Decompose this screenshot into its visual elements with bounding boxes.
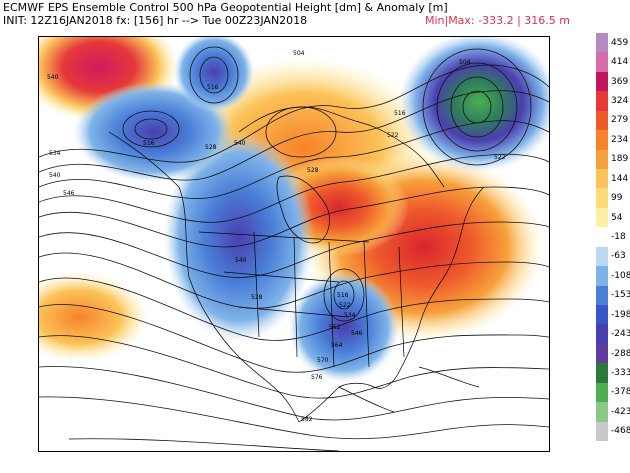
colorbar-tick-label: -243 <box>611 329 630 340</box>
colorbar-segment <box>596 207 608 228</box>
colorbar-tick-label: 189 <box>611 154 629 165</box>
colorbar-tick-label: -108 <box>611 270 630 281</box>
colorbar-tick-label: -333 <box>611 368 630 378</box>
colorbar-tick-label: -423 <box>611 406 630 417</box>
colorbar-segment <box>596 169 608 189</box>
colorbar-segment <box>596 110 608 131</box>
contour-label: 540 <box>49 172 61 179</box>
contour-label: 528 <box>251 294 263 301</box>
colorbar-segment <box>596 71 608 92</box>
colorbar-segment <box>596 227 608 248</box>
contour-label: 516 <box>207 84 219 91</box>
anomaly-colorbar <box>596 33 608 442</box>
contour-label: 540 <box>234 140 246 147</box>
map-title: ECMWF EPS Ensemble Control 500 hPa Geopo… <box>3 1 448 14</box>
contour-label: 540 <box>47 74 59 81</box>
colorbar-segment <box>596 343 608 364</box>
contour-label: 570 <box>317 357 329 364</box>
contour-label: 564 <box>331 342 343 349</box>
contour-label: 540 <box>235 257 247 264</box>
map-canvas: 540 516 504 516 528 540 534 540 546 528 … <box>39 37 549 451</box>
low-greenland <box>399 37 549 172</box>
colorbar-segment <box>596 52 608 73</box>
colorbar-segment <box>596 188 608 209</box>
colorbar-segment <box>596 324 608 345</box>
colorbar-segment <box>596 149 608 170</box>
colorbar-tick-label: -378 <box>611 387 630 398</box>
contour-label: 552 <box>329 324 341 331</box>
colorbar-segment <box>596 91 608 112</box>
colorbar-segment <box>596 266 608 287</box>
contour-label: 522 <box>387 132 399 139</box>
contour-label: 516 <box>394 110 406 117</box>
colorbar-segment <box>596 402 608 423</box>
contour-label: 534 <box>344 312 356 319</box>
trough-anomaly-west <box>164 132 314 342</box>
colorbar-segment <box>596 382 608 403</box>
contour-label: 522 <box>494 154 506 161</box>
colorbar-segment <box>596 285 608 306</box>
low-northeast-pacific <box>74 82 234 182</box>
colorbar-tick-label: 279 <box>611 115 629 126</box>
contour-label: 528 <box>307 167 319 174</box>
contour-label: 528 <box>205 144 217 151</box>
colorbar-segment <box>596 305 608 325</box>
contour-label: 516 <box>337 292 349 299</box>
contour-label: 546 <box>63 190 75 197</box>
colorbar-tick-label: -288 <box>611 348 630 359</box>
contour-label: 534 <box>49 150 61 157</box>
contour-label: 546 <box>351 330 363 337</box>
colorbar-segment <box>596 130 608 151</box>
contour-label: 582 <box>301 416 313 423</box>
colorbar-tick-label: 459 <box>611 37 629 48</box>
low-gulf <box>289 272 399 382</box>
colorbar-segment <box>596 363 608 384</box>
coastlines <box>108 106 485 423</box>
init-time-label: INIT: 12Z16JAN2018 fx: [156] hr --> Tue … <box>3 14 308 27</box>
colorbar-tick-label: -63 <box>611 251 626 262</box>
colorbar-segment <box>596 421 608 442</box>
anomaly-map: 540 516 504 516 528 540 534 540 546 528 … <box>38 36 550 452</box>
colorbar-tick-label: -153 <box>611 290 630 301</box>
colorbar-tick-label: -468 <box>611 426 630 437</box>
contour-label: 504 <box>459 59 471 66</box>
contour-label: 516 <box>143 140 155 147</box>
high-anomaly-pacific <box>39 272 149 362</box>
low-alaska <box>174 37 254 112</box>
colorbar-tick-label: 324 <box>611 96 629 106</box>
colorbar-segment <box>596 246 608 267</box>
colorbar-tick-label: -18 <box>611 232 626 242</box>
contour-label: 504 <box>293 50 305 57</box>
colorbar-tick-label: 144 <box>611 173 629 184</box>
colorbar-tick-label: -198 <box>611 309 630 320</box>
contour-label: 576 <box>311 374 323 381</box>
colorbar-tick-label: 369 <box>611 76 629 87</box>
colorbar-tick-label: 414 <box>611 57 629 68</box>
contour-label: 522 <box>339 302 351 309</box>
colorbar-tick-label: 99 <box>611 193 623 204</box>
min-max-readout: Min|Max: -333.2 | 316.5 m <box>424 14 570 27</box>
colorbar-segment <box>596 33 608 53</box>
colorbar-tick-label: 54 <box>611 212 623 223</box>
colorbar-tick-label: 234 <box>611 134 629 145</box>
contour-labels: 540 516 504 516 528 540 534 540 546 528 … <box>47 50 506 423</box>
